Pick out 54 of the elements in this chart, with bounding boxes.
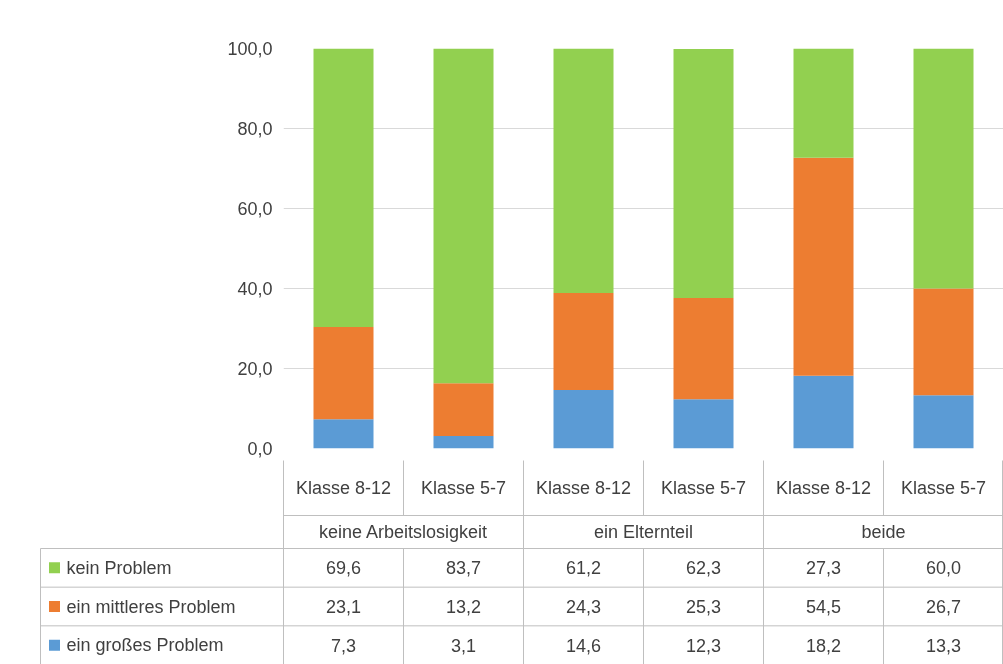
bar: [553, 48, 614, 293]
data-label: 14,6: [565, 635, 602, 656]
data-label: 54,5: [805, 597, 842, 617]
data-label: 18,2: [805, 635, 842, 656]
data-label: 69,6: [325, 558, 362, 579]
bar: [433, 48, 494, 384]
data-label: 83,7: [445, 558, 482, 579]
bar: [433, 383, 494, 437]
x-tick-label: Klasse 8-12: [295, 478, 392, 498]
bar: [313, 48, 374, 327]
y-tick-label: 0,0: [247, 439, 273, 459]
bar: [433, 436, 494, 449]
bar: [913, 48, 974, 289]
bar: [913, 288, 974, 396]
bar: [313, 326, 374, 420]
data-label: 26,7: [925, 597, 962, 617]
x-tick-label: Klasse 5-7: [420, 478, 507, 498]
bar: [793, 157, 854, 376]
data-label: 23,1: [325, 597, 362, 617]
data-label: 24,3: [565, 597, 602, 617]
bar: [793, 375, 854, 449]
text: beide: [861, 522, 906, 542]
bar: [673, 298, 734, 400]
data-label: 3,1: [450, 635, 477, 656]
text: keine Arbeitslosigkeit: [318, 522, 488, 542]
bar: [553, 390, 614, 449]
bar: [553, 292, 614, 391]
data-label: 60,0: [925, 558, 962, 579]
data-label: 62,3: [685, 558, 722, 579]
x-tick-label: Klasse 8-12: [775, 478, 872, 498]
data-label: 13,2: [445, 597, 482, 617]
bar: [673, 399, 734, 449]
data-label: 7,3: [330, 635, 357, 656]
x-tick-label: Klasse 8-12: [535, 478, 632, 498]
bar: [913, 395, 974, 449]
data-label: 61,2: [565, 558, 602, 579]
bar: [673, 48, 734, 299]
text: ein Elternteil: [593, 522, 694, 542]
legend-label: kein Problem: [66, 557, 172, 578]
y-tick-label: 100,0: [227, 39, 273, 59]
data-label: 12,3: [685, 635, 722, 656]
y-tick-label: 60,0: [237, 199, 273, 219]
data-label: 27,3: [805, 558, 842, 579]
legend-label: ein großes Problem: [66, 635, 224, 656]
x-tick-label: Klasse 5-7: [660, 478, 747, 498]
x-tick-label: Klasse 5-7: [900, 478, 987, 498]
data-label: 25,3: [685, 597, 722, 617]
data-label: 13,3: [925, 635, 962, 656]
y-tick-label: 80,0: [237, 119, 273, 139]
y-tick-label: 20,0: [237, 359, 273, 379]
bar: [313, 419, 374, 449]
bar: [793, 48, 854, 158]
legend-label: ein mittleres Problem: [66, 596, 236, 617]
y-tick-label: 40,0: [237, 279, 273, 299]
